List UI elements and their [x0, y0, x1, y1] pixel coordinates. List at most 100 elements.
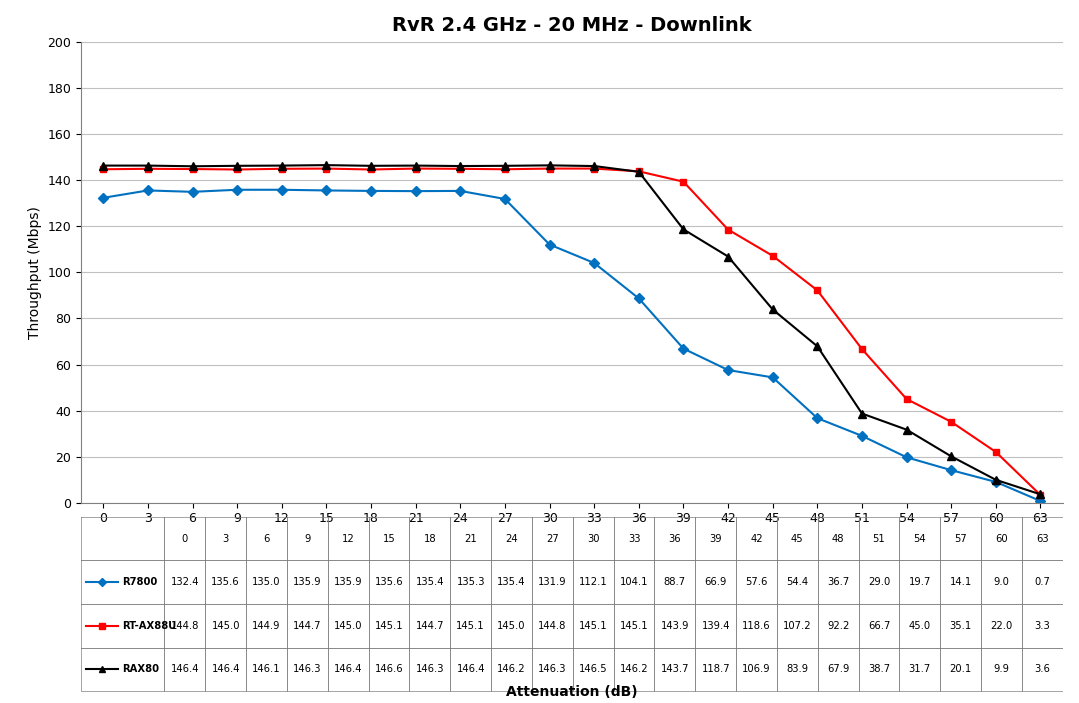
Text: 51: 51 — [873, 534, 886, 543]
Text: 38.7: 38.7 — [868, 664, 890, 674]
R7800 — [365, 187, 378, 195]
Text: 54.4: 54.4 — [787, 577, 808, 587]
Text: 42: 42 — [750, 534, 763, 543]
Text: 145.1: 145.1 — [619, 621, 648, 631]
Text: 104.1: 104.1 — [619, 577, 648, 587]
R7800 — [320, 186, 333, 195]
Text: 66.9: 66.9 — [705, 577, 727, 587]
RT-AX88U — [989, 448, 1002, 456]
R7800 — [677, 344, 689, 353]
RT-AX88U — [811, 286, 824, 295]
Text: 145.0: 145.0 — [497, 621, 525, 631]
Text: 21: 21 — [464, 534, 477, 543]
Text: 146.3: 146.3 — [293, 664, 322, 674]
RAX80 — [409, 162, 422, 170]
RT-AX88U — [97, 165, 110, 174]
RAX80 — [498, 162, 511, 170]
R7800 — [766, 373, 779, 382]
Text: 135.6: 135.6 — [374, 577, 404, 587]
RT-AX88U — [900, 395, 913, 404]
Text: 48: 48 — [832, 534, 845, 543]
Text: 15: 15 — [383, 534, 395, 543]
Text: 27: 27 — [546, 534, 559, 543]
Text: 146.3: 146.3 — [538, 664, 566, 674]
Text: 146.4: 146.4 — [456, 664, 484, 674]
Text: 135.3: 135.3 — [456, 577, 484, 587]
RT-AX88U — [766, 252, 779, 260]
Text: 57: 57 — [954, 534, 967, 543]
Text: 63: 63 — [1036, 534, 1049, 543]
Text: 9.0: 9.0 — [994, 577, 1010, 587]
Text: 132.4: 132.4 — [170, 577, 199, 587]
Text: 145.0: 145.0 — [333, 621, 363, 631]
RT-AX88U — [454, 165, 467, 173]
Text: 35.1: 35.1 — [950, 621, 972, 631]
Text: 18: 18 — [424, 534, 436, 543]
Text: 146.1: 146.1 — [252, 664, 281, 674]
Text: 88.7: 88.7 — [664, 577, 686, 587]
RAX80 — [141, 162, 154, 170]
R7800 — [856, 432, 869, 440]
Text: 9.9: 9.9 — [994, 664, 1010, 674]
Text: 118.7: 118.7 — [701, 664, 730, 674]
Text: 135.4: 135.4 — [415, 577, 445, 587]
R7800 — [454, 187, 467, 195]
RAX80 — [186, 162, 199, 171]
Text: 92.2: 92.2 — [827, 621, 849, 631]
R7800 — [989, 478, 1002, 486]
Text: 0.7: 0.7 — [1035, 577, 1050, 587]
RAX80 — [856, 409, 869, 418]
Text: RT-AX88U: RT-AX88U — [122, 621, 176, 631]
Text: 146.2: 146.2 — [497, 664, 525, 674]
RT-AX88U — [632, 167, 645, 176]
Text: 145.1: 145.1 — [374, 621, 404, 631]
Text: 145.1: 145.1 — [578, 621, 607, 631]
Text: 143.7: 143.7 — [660, 664, 689, 674]
RAX80 — [588, 162, 601, 170]
Text: 36: 36 — [669, 534, 681, 543]
Text: 3: 3 — [222, 534, 229, 543]
Text: 146.4: 146.4 — [211, 664, 240, 674]
R7800 — [409, 187, 422, 195]
R7800 — [722, 366, 735, 374]
Text: 3.3: 3.3 — [1035, 621, 1050, 631]
RAX80 — [945, 452, 958, 460]
Text: 144.8: 144.8 — [170, 621, 199, 631]
Line: RAX80: RAX80 — [99, 161, 1044, 498]
RT-AX88U — [677, 177, 689, 186]
Text: 39: 39 — [709, 534, 722, 543]
Text: 135.0: 135.0 — [252, 577, 281, 587]
RAX80 — [677, 225, 689, 233]
R7800 — [275, 186, 288, 194]
Text: 106.9: 106.9 — [742, 664, 770, 674]
Text: 144.7: 144.7 — [415, 621, 445, 631]
Text: 144.9: 144.9 — [252, 621, 281, 631]
Text: 60: 60 — [995, 534, 1008, 543]
RAX80 — [454, 162, 467, 170]
R7800 — [141, 186, 154, 195]
R7800 — [543, 240, 556, 249]
Text: 135.4: 135.4 — [497, 577, 525, 587]
RT-AX88U — [409, 165, 422, 173]
Text: 45.0: 45.0 — [909, 621, 931, 631]
RAX80 — [811, 342, 824, 351]
R7800 — [811, 414, 824, 423]
Text: 45: 45 — [791, 534, 804, 543]
RAX80 — [275, 162, 288, 170]
Text: 30: 30 — [587, 534, 600, 543]
Text: 24: 24 — [505, 534, 518, 543]
RT-AX88U — [856, 345, 869, 354]
Text: 112.1: 112.1 — [578, 577, 607, 587]
Text: 57.6: 57.6 — [746, 577, 768, 587]
Text: 131.9: 131.9 — [538, 577, 566, 587]
Text: 31.7: 31.7 — [909, 664, 931, 674]
RT-AX88U — [320, 165, 333, 173]
Text: 83.9: 83.9 — [787, 664, 808, 674]
Line: RT-AX88U: RT-AX88U — [99, 165, 1044, 498]
Text: 6: 6 — [263, 534, 270, 543]
RT-AX88U — [231, 165, 244, 174]
Text: 19.7: 19.7 — [909, 577, 931, 587]
Y-axis label: Throughput (Mbps): Throughput (Mbps) — [28, 206, 42, 339]
RAX80 — [97, 162, 110, 170]
Text: Attenuation (dB): Attenuation (dB) — [506, 685, 638, 699]
